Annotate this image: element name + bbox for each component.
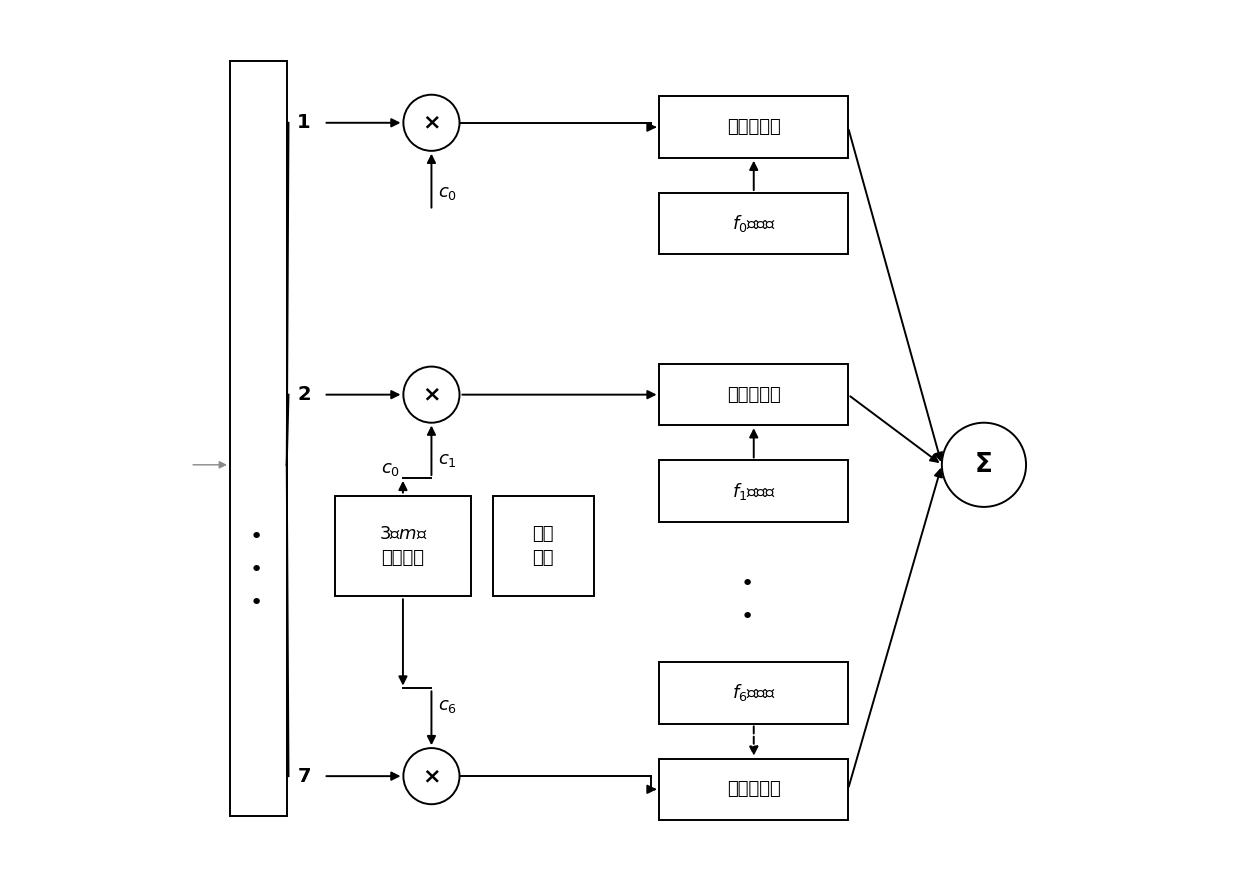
Text: 2: 2 — [298, 385, 311, 404]
Bar — [660, 193, 848, 254]
Text: $c_1$: $c_1$ — [439, 452, 458, 469]
Text: •
•: • • — [740, 574, 754, 627]
Circle shape — [403, 367, 460, 423]
Text: $c_0$: $c_0$ — [439, 184, 458, 202]
Text: ×: × — [422, 385, 440, 404]
Text: $f_1$振荡器: $f_1$振荡器 — [732, 481, 776, 502]
Circle shape — [403, 95, 460, 151]
Text: ×: × — [422, 766, 440, 786]
Text: $f_0$振荡器: $f_0$振荡器 — [732, 213, 776, 234]
Text: $f_6$振荡器: $f_6$振荡器 — [732, 682, 776, 703]
Text: Σ: Σ — [975, 452, 993, 478]
Bar — [660, 364, 848, 425]
Bar — [335, 496, 471, 596]
Text: 7: 7 — [298, 766, 311, 786]
Bar — [229, 61, 286, 816]
Text: $c_6$: $c_6$ — [439, 697, 458, 715]
Text: •
•
•: • • • — [249, 527, 263, 613]
Text: $c_0$: $c_0$ — [381, 460, 401, 478]
Bar — [492, 496, 594, 596]
Text: 1: 1 — [298, 113, 311, 132]
Text: 时钟
电路: 时钟 电路 — [532, 525, 554, 567]
Bar — [660, 759, 848, 820]
Text: 3级$m$序
列发生器: 3级$m$序 列发生器 — [378, 525, 428, 567]
Circle shape — [942, 423, 1025, 507]
Text: 载波调制器: 载波调制器 — [727, 386, 781, 403]
Text: 载波调制器: 载波调制器 — [727, 118, 781, 136]
Text: ×: × — [422, 113, 440, 132]
Circle shape — [403, 748, 460, 804]
Text: 载波调制器: 载波调制器 — [727, 781, 781, 798]
Bar — [660, 460, 848, 522]
Bar — [660, 96, 848, 158]
Bar — [660, 662, 848, 724]
